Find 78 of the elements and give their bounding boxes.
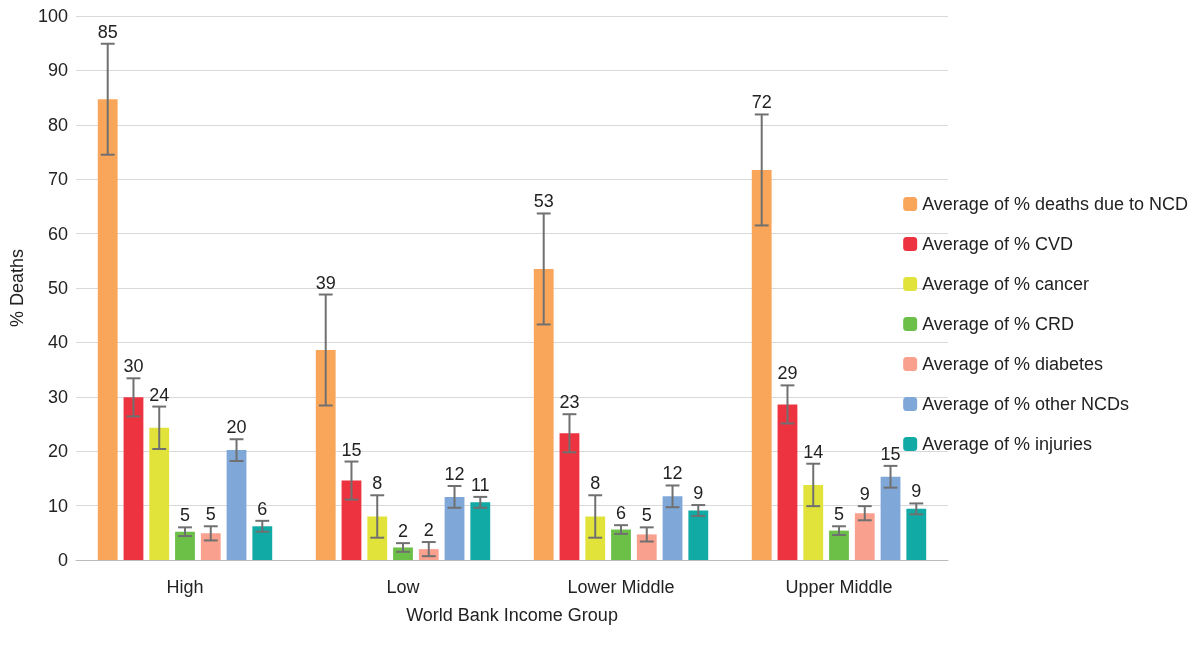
bar [315, 350, 336, 560]
y-axis-title: % Deaths [7, 248, 27, 328]
data-label: 85 [97, 21, 118, 42]
data-label: 14 [803, 441, 824, 462]
x-tick-label: Lower Middle [567, 577, 675, 597]
x-axis-title: World Bank Income Group [406, 605, 618, 625]
bar [175, 531, 195, 560]
data-label: 5 [641, 505, 652, 526]
data-label: 2 [397, 521, 409, 542]
bar [585, 516, 606, 560]
bar [252, 526, 273, 560]
data-label: 29 [777, 363, 798, 384]
data-label: 23 [559, 392, 580, 413]
y-tick-label: 40 [47, 332, 68, 353]
data-label: 24 [149, 384, 170, 405]
bar [636, 534, 657, 560]
data-label: 12 [444, 464, 465, 485]
data-label: 5 [833, 504, 845, 525]
bar [200, 533, 221, 560]
data-label: 15 [341, 439, 362, 460]
x-tick-label: Low [386, 577, 421, 597]
bar [559, 433, 580, 560]
bar [149, 427, 170, 560]
bar [688, 510, 709, 560]
legend-label: Average of % CVD [922, 234, 1073, 254]
bar [829, 530, 849, 560]
data-label: 9 [693, 483, 704, 504]
y-tick-label: 80 [47, 114, 68, 135]
data-label: 72 [751, 92, 772, 113]
data-label: 9 [859, 484, 870, 505]
data-label: 6 [257, 498, 268, 519]
data-label: 15 [880, 443, 901, 464]
bar [662, 496, 683, 560]
y-tick-label: 30 [47, 386, 68, 407]
bar [533, 268, 554, 560]
legend-label: Average of % other NCDs [922, 394, 1129, 414]
x-tick-label: Upper Middle [785, 577, 893, 597]
data-label: 9 [911, 481, 922, 502]
bar [226, 450, 247, 560]
bar [367, 516, 388, 560]
bar [777, 404, 798, 560]
y-tick-label: 100 [37, 6, 68, 26]
bar [444, 496, 465, 560]
bar [803, 484, 824, 560]
bar [97, 99, 118, 560]
data-label: 39 [315, 272, 336, 293]
bar [123, 397, 144, 560]
data-label: 11 [470, 474, 490, 495]
legend-label: Average of % CRD [922, 314, 1074, 334]
y-tick-label: 70 [47, 169, 68, 190]
bar [906, 508, 927, 560]
legend-label: Average of % diabetes [922, 354, 1103, 374]
data-label: 5 [179, 505, 191, 526]
data-label: 53 [533, 191, 554, 212]
data-label: 8 [590, 473, 601, 494]
y-tick-label: 50 [47, 278, 68, 298]
y-tick-label: 60 [47, 223, 68, 244]
data-label: 12 [662, 463, 683, 484]
bar [611, 529, 631, 560]
data-label: 20 [226, 417, 247, 438]
legend-label: Average of % deaths due to NCD [922, 194, 1188, 214]
bar [751, 169, 772, 560]
x-tick-label: High [166, 577, 204, 597]
bar [470, 502, 491, 560]
y-tick-label: 90 [47, 60, 68, 81]
legend-label: Average of % cancer [922, 274, 1089, 294]
data-label: 8 [372, 473, 383, 494]
bar [341, 480, 362, 560]
data-label: 2 [423, 520, 434, 541]
bar [880, 476, 901, 560]
y-tick-label: 0 [57, 550, 68, 570]
y-tick-label: 20 [47, 441, 68, 462]
legend-label: Average of % injuries [922, 434, 1092, 454]
bar [854, 513, 875, 560]
data-label: 5 [205, 504, 216, 525]
data-label: 30 [123, 356, 144, 377]
y-tick-label: 10 [47, 495, 68, 516]
data-label: 6 [615, 503, 627, 524]
